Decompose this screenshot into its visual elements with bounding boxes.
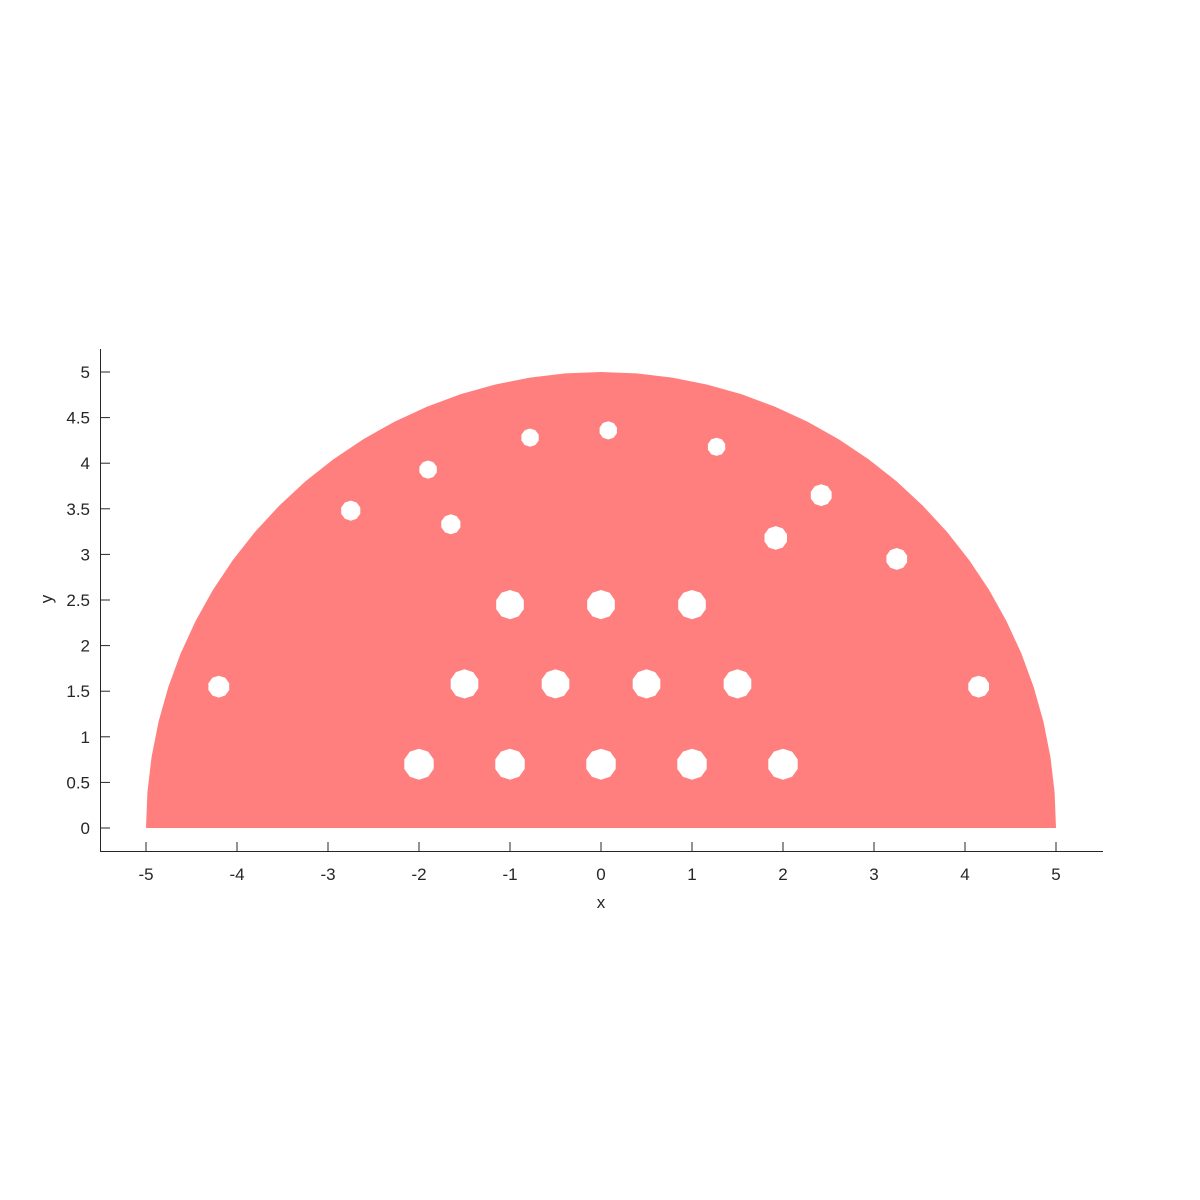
x-tick-label: -2 [411,865,426,884]
y-tick-label: 2 [81,637,90,656]
hole-10 [587,590,615,620]
hole-9 [496,590,524,620]
x-tick-label: -5 [138,865,153,884]
y-tick-label: 4.5 [66,409,90,428]
x-axis-ticks: -5 -4 -3 -2 -1 0 1 2 3 4 5 [138,842,1061,884]
y-tick-label: 1.5 [66,682,90,701]
hole-22 [419,460,437,479]
x-tick-label: -3 [320,865,335,884]
x-tick-label: 4 [960,865,969,884]
hole-1 [586,748,616,780]
x-tick-label: -1 [502,865,517,884]
y-axis-ticks: 0 0.5 1 1.5 2 2.5 3 3.5 4 4.5 5 [66,363,110,838]
x-axis-title: x [597,893,606,912]
hole-19 [521,428,539,447]
hole-21 [707,437,726,456]
hole-15 [764,526,787,550]
hole-5 [450,669,479,699]
hole-20 [599,421,617,440]
x-tick-label: 5 [1051,865,1060,884]
y-tick-label: 5 [81,363,90,382]
hole-0 [495,748,525,780]
x-tick-label: 1 [687,865,696,884]
y-tick-label: 3 [81,545,90,564]
hole-12 [208,675,230,698]
hole-13 [968,675,989,698]
hole-4 [404,748,434,780]
hole-7 [632,669,661,699]
hole-8 [723,669,752,699]
hole-14 [341,500,361,521]
hole-17 [886,548,908,570]
y-tick-label: 3.5 [66,500,90,519]
holes-group [208,421,989,780]
hole-11 [678,590,706,620]
y-axis-title: y [37,594,56,603]
y-tick-label: 2.5 [66,591,90,610]
x-tick-label: 3 [869,865,878,884]
x-tick-label: -4 [229,865,244,884]
hole-6 [541,669,570,699]
y-tick-label: 0.5 [66,773,90,792]
x-tick-label: 2 [778,865,787,884]
y-tick-label: 1 [81,728,90,747]
x-tick-label: 0 [596,865,605,884]
y-tick-label: 4 [81,454,90,473]
hole-2 [677,748,707,780]
hole-16 [810,484,832,507]
hole-18 [441,514,461,535]
y-tick-label: 0 [81,819,90,838]
hole-3 [768,748,798,780]
